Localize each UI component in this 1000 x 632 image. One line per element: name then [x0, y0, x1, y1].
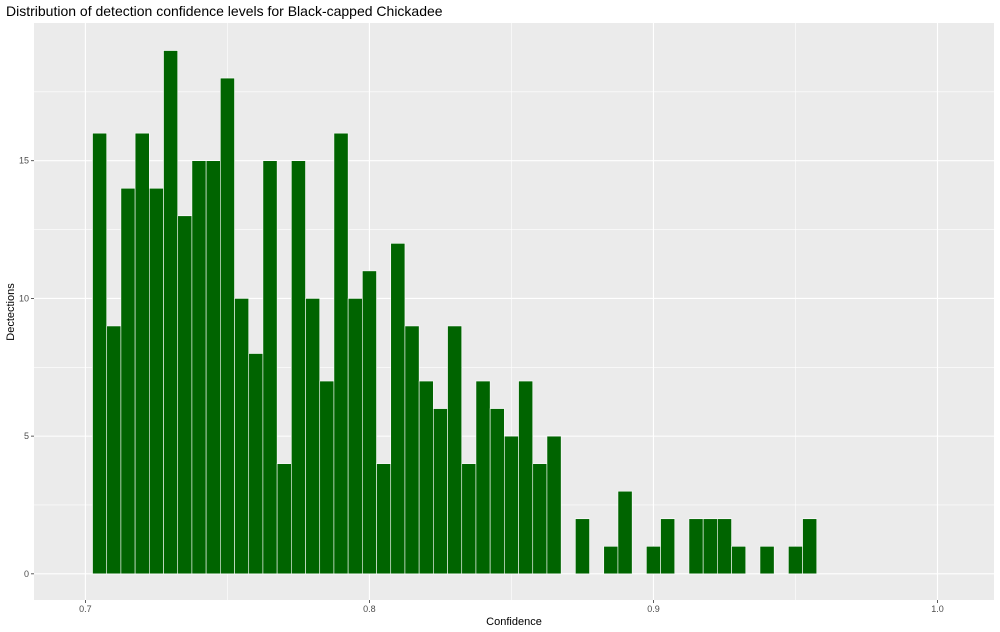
x-tick-label: 1.0 — [931, 604, 944, 614]
histogram-bar — [347, 298, 363, 575]
y-tick-label: 10 — [19, 293, 29, 303]
histogram-bar — [177, 215, 193, 575]
histogram-bar — [461, 463, 477, 575]
histogram-bar — [149, 187, 164, 575]
histogram-bar — [504, 435, 519, 575]
x-axis-title: Confidence — [486, 616, 542, 628]
histogram-bar — [575, 518, 590, 575]
histogram-bar — [362, 270, 377, 575]
histogram-bar — [319, 380, 335, 575]
histogram-bar — [163, 50, 179, 575]
chart-title: Distribution of detection confidence lev… — [6, 3, 443, 19]
histogram-bar — [134, 132, 150, 575]
histogram-bar — [390, 243, 406, 575]
histogram-bar — [418, 380, 434, 575]
histogram-bar — [106, 325, 122, 575]
histogram-bar — [404, 325, 420, 575]
histogram-bar — [518, 380, 534, 575]
y-axis: 0 5 10 15 — [19, 156, 34, 579]
x-axis: 0.7 0.8 0.9 1.0 — [79, 600, 944, 614]
histogram-bar — [546, 435, 562, 575]
histogram-bar — [759, 545, 775, 575]
histogram-bar — [731, 545, 747, 575]
grid-major — [34, 23, 994, 600]
histogram-bar — [92, 132, 108, 575]
x-tick-label: 0.7 — [79, 604, 92, 614]
histogram-bar — [220, 77, 235, 575]
histogram-bar — [120, 187, 136, 575]
y-axis-title: Dectections — [5, 283, 17, 341]
histogram-bar — [205, 160, 221, 575]
histogram-bar — [248, 353, 264, 575]
x-tick-label: 0.9 — [647, 604, 660, 614]
histogram-bar — [333, 132, 349, 575]
histogram-bar — [191, 160, 207, 575]
histogram-bar — [532, 463, 548, 575]
histogram-bar — [234, 298, 250, 575]
y-tick-label: 15 — [19, 156, 29, 166]
histogram-bar — [475, 380, 491, 575]
histogram-bar — [702, 518, 718, 575]
y-tick-label: 5 — [24, 431, 29, 441]
histogram-bar — [447, 325, 463, 575]
bars — [92, 50, 818, 575]
histogram-bar — [717, 518, 732, 575]
histogram-bar — [688, 518, 704, 575]
histogram-bar — [276, 463, 292, 575]
y-tick-label: 0 — [24, 569, 29, 579]
histogram-bar — [376, 463, 392, 575]
histogram-bar — [646, 545, 661, 575]
histogram-bar — [262, 160, 278, 575]
histogram-bar — [433, 408, 448, 575]
histogram-bar — [489, 408, 505, 575]
histogram-bar — [802, 518, 818, 575]
histogram-bar — [660, 518, 676, 575]
histogram-bar — [603, 545, 619, 575]
histogram-bar — [788, 545, 803, 575]
histogram-bar — [617, 490, 633, 575]
histogram-bar — [291, 160, 306, 575]
histogram-bar — [305, 298, 321, 575]
x-tick-label: 0.8 — [363, 604, 376, 614]
